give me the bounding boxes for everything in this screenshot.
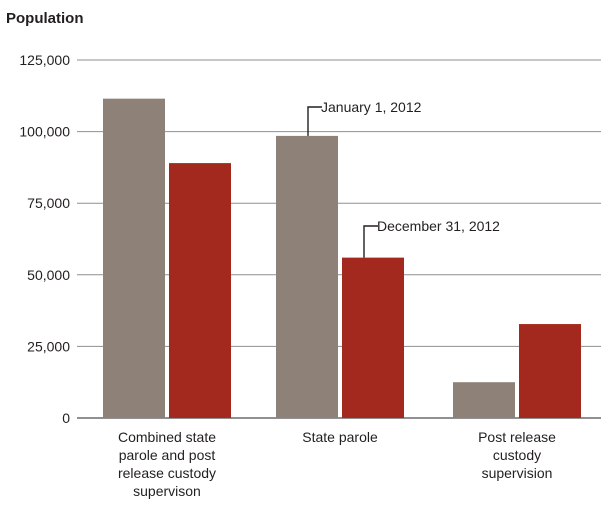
category-label: release custody (118, 465, 216, 481)
category-label: State parole (302, 429, 378, 445)
y-tick-label: 75,000 (27, 195, 70, 211)
callout-label-december: December 31, 2012 (377, 218, 500, 234)
bars (103, 98, 581, 418)
category-label: parole and post (119, 447, 216, 463)
y-axis-tick-labels: 0 25,000 50,000 75,000 100,000 125,000 (19, 52, 70, 426)
bar-january-0 (103, 98, 165, 418)
bar-january-2 (453, 382, 515, 418)
category-label: supervison (133, 483, 201, 499)
chart-title: Population (6, 10, 84, 27)
callout-line-january (307, 106, 322, 136)
y-tick-label: 25,000 (27, 338, 70, 354)
category-label: Post release (478, 429, 556, 445)
category-label: Combined state (118, 429, 216, 445)
y-tick-label: 0 (62, 410, 70, 426)
callout-line-december (363, 225, 378, 258)
x-axis-category-labels: Combined state parole and post release cus… (118, 429, 556, 499)
callout-label-january: January 1, 2012 (321, 99, 422, 115)
bar-december-1 (342, 257, 404, 418)
category-label: supervision (482, 465, 553, 481)
series-callouts: January 1, 2012 December 31, 2012 (307, 99, 500, 258)
bar-december-2 (519, 324, 581, 418)
category-label: custody (493, 447, 541, 463)
bar-january-1 (276, 135, 338, 418)
y-tick-label: 50,000 (27, 267, 70, 283)
y-tick-label: 100,000 (19, 124, 70, 140)
y-tick-label: 125,000 (19, 52, 70, 68)
bar-december-0 (169, 163, 231, 418)
